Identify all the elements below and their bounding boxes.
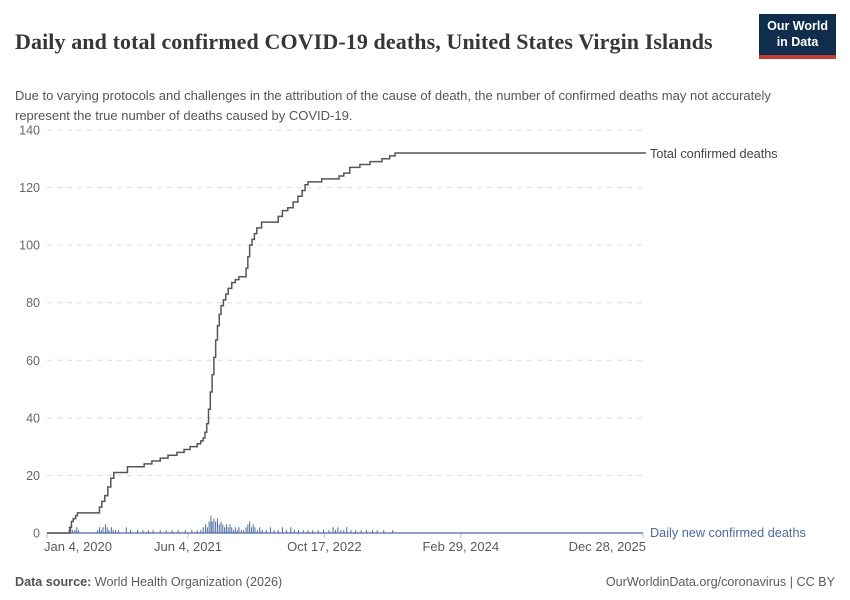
legend-label-total-deaths[interactable]: Total confirmed deaths [650, 147, 778, 161]
x-axis: Jan 4, 2020 Jun 4, 2021 Oct 17, 2022 Feb 29… [44, 532, 646, 554]
svg-text:60: 60 [26, 354, 40, 368]
gridlines [47, 129, 646, 476]
daily-deaths-series[interactable] [47, 515, 643, 534]
svg-text:80: 80 [26, 296, 40, 310]
total-deaths-line[interactable] [47, 152, 646, 534]
owid-logo-line2: in Data [776, 34, 819, 49]
owid-logo-line1: Our World [767, 19, 828, 33]
svg-text:Oct 17, 2022: Oct 17, 2022 [287, 539, 361, 554]
data-source-text: World Health Organization (2026) [91, 575, 283, 589]
data-source-note: Data source: World Health Organization (… [15, 575, 282, 589]
svg-text:Dec 28, 2025: Dec 28, 2025 [569, 539, 646, 554]
license-link[interactable]: OurWorldinData.org/coronavirus | CC BY [605, 575, 835, 589]
owid-logo: Our World in Data [759, 14, 836, 60]
chart-footer: Data source: World Health Organization (… [15, 575, 835, 589]
page-title: Daily and total confirmed COVID-19 death… [15, 28, 713, 54]
svg-text:120: 120 [19, 181, 40, 195]
svg-text:140: 140 [19, 124, 40, 138]
svg-text:100: 100 [19, 239, 40, 253]
chart-subtitle: Due to varying protocols and challenges … [15, 88, 771, 123]
svg-text:0: 0 [33, 527, 40, 541]
legend-label-daily-deaths[interactable]: Daily new confirmed deaths [650, 526, 806, 540]
svg-text:Jan 4, 2020: Jan 4, 2020 [44, 539, 112, 554]
data-source-label: Data source: [15, 575, 92, 589]
svg-text:Jun 4, 2021: Jun 4, 2021 [154, 539, 222, 554]
svg-text:Feb 29, 2024: Feb 29, 2024 [422, 539, 499, 554]
y-axis-labels: 0 20 40 60 80 100 120 140 [19, 124, 40, 541]
svg-text:20: 20 [26, 469, 40, 483]
svg-text:40: 40 [26, 411, 40, 425]
